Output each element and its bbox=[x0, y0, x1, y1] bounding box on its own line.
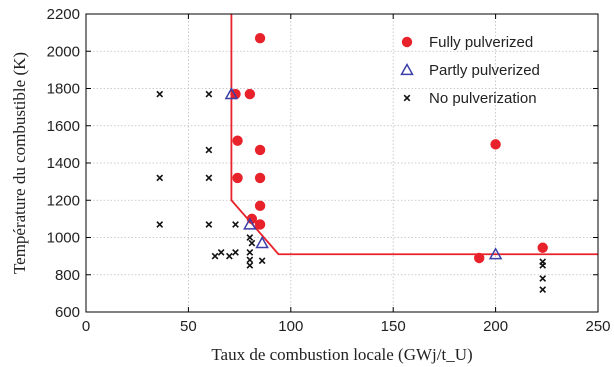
y-tick-label: 800 bbox=[55, 267, 80, 284]
y-tick-label: 1800 bbox=[47, 81, 80, 98]
point-x bbox=[539, 275, 547, 282]
y-axis-label: Température du combustible (K) bbox=[10, 52, 29, 274]
legend-marker-triangle bbox=[400, 62, 414, 76]
point-x bbox=[246, 262, 254, 269]
point-circle bbox=[254, 172, 266, 184]
point-x bbox=[205, 90, 213, 98]
point-x bbox=[205, 174, 213, 182]
point-x bbox=[248, 239, 256, 247]
legend-label: Partly pulverized bbox=[429, 62, 540, 79]
point-x bbox=[225, 252, 233, 260]
x-tick-label: 50 bbox=[180, 318, 197, 335]
point-x bbox=[211, 252, 219, 260]
point-circle bbox=[254, 219, 266, 230]
x-tick-label: 0 bbox=[82, 318, 90, 335]
x-axis-label: Taux de combustion locale (GWj/t_U) bbox=[211, 345, 472, 364]
point-x bbox=[205, 221, 213, 228]
point-circle bbox=[232, 172, 243, 184]
data-points bbox=[156, 33, 548, 294]
point-circle bbox=[254, 33, 266, 44]
y-tick-label: 600 bbox=[55, 304, 80, 321]
y-tick-label: 1200 bbox=[47, 192, 80, 209]
point-x bbox=[217, 249, 225, 256]
point-x bbox=[232, 221, 239, 228]
axis-ticks: 0 50 100 150 200 250 600 800 1000 1200 1400 1600 180… bbox=[47, 6, 611, 335]
point-x bbox=[246, 234, 254, 241]
point-x bbox=[156, 174, 164, 182]
point-x bbox=[539, 286, 547, 294]
point-circle bbox=[490, 139, 501, 150]
point-x bbox=[258, 257, 266, 265]
point-x bbox=[156, 90, 164, 98]
point-circle bbox=[232, 135, 243, 146]
point-circle bbox=[474, 252, 485, 264]
legend-label: Fully pulverized bbox=[429, 34, 533, 51]
legend: Fully pulverized Partly pulverized No pulv… bbox=[400, 34, 540, 107]
grid-lines bbox=[86, 14, 598, 312]
point-triangle bbox=[224, 87, 239, 100]
point-x bbox=[232, 249, 239, 256]
y-tick-label: 1400 bbox=[47, 155, 80, 172]
x-tick-label: 200 bbox=[483, 318, 508, 335]
x-tick-label: 250 bbox=[585, 318, 610, 335]
y-tick-label: 2000 bbox=[47, 43, 80, 60]
y-tick-label: 1600 bbox=[47, 118, 80, 135]
x-tick-label: 100 bbox=[278, 318, 303, 335]
legend-label: No pulverization bbox=[429, 90, 537, 107]
y-tick-label: 2200 bbox=[47, 6, 80, 23]
point-triangle bbox=[488, 247, 503, 260]
point-triangle bbox=[243, 217, 257, 230]
legend-marker-x bbox=[403, 94, 411, 102]
point-triangle bbox=[255, 236, 269, 249]
x-tick-label: 150 bbox=[381, 318, 406, 335]
legend-marker-circle bbox=[401, 36, 413, 48]
point-circle bbox=[254, 200, 266, 212]
point-x bbox=[539, 262, 547, 269]
y-tick-label: 1000 bbox=[47, 230, 80, 247]
point-x bbox=[246, 256, 254, 264]
point-x bbox=[156, 221, 164, 228]
point-x bbox=[246, 249, 254, 256]
point-circle bbox=[254, 144, 266, 156]
point-x bbox=[205, 146, 213, 154]
point-circle bbox=[244, 88, 256, 100]
point-circle bbox=[537, 242, 548, 253]
